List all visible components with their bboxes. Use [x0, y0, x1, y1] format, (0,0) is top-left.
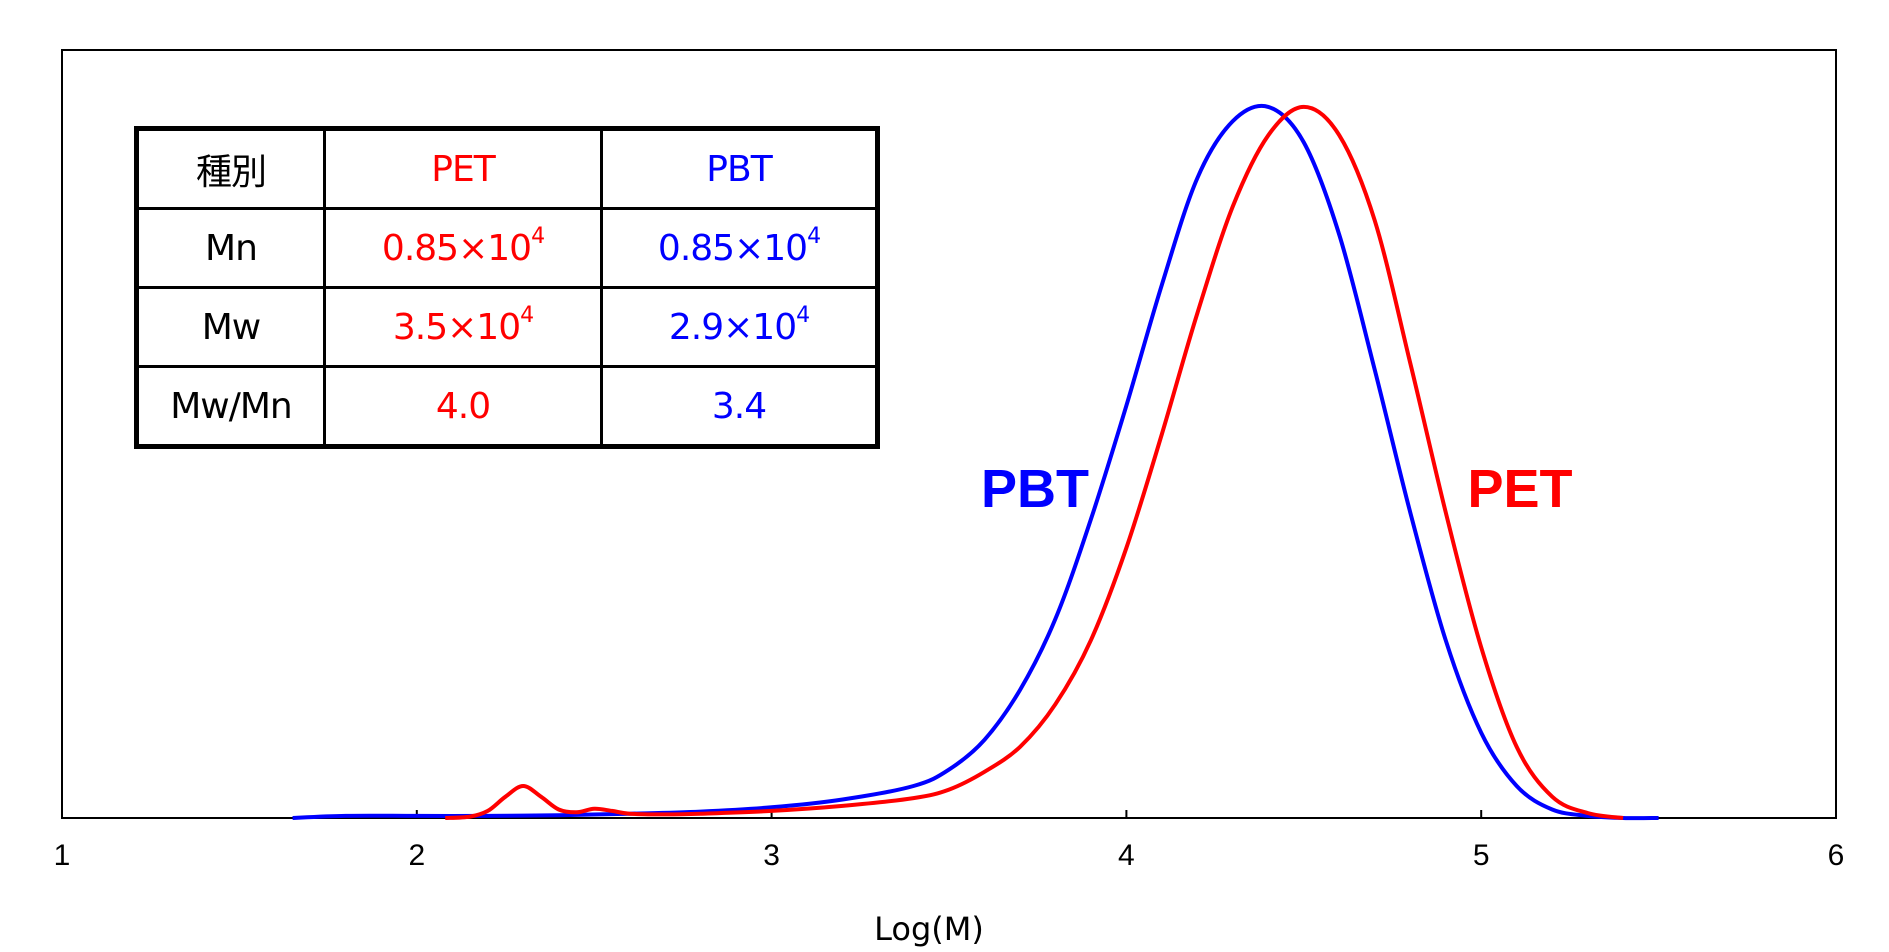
pet-curve-label: PET: [1467, 459, 1572, 519]
pbt-value: 0.85×104: [600, 207, 879, 289]
pbt-curve-label: PBT: [981, 459, 1089, 519]
x-tick-label: 2: [408, 839, 425, 872]
x-tick-label: 1: [54, 839, 71, 872]
pbt-value: 2.9×104: [600, 286, 879, 368]
row-label: Mw: [135, 286, 326, 368]
table-header-pbt: PBT: [600, 127, 879, 210]
table-row: Mn 0.85×104 0.85×104: [135, 207, 879, 289]
table-header-pet: PET: [323, 127, 603, 210]
pet-value: 0.85×104: [323, 207, 603, 289]
x-tick-label: 4: [1118, 839, 1135, 872]
pet-value: 3.5×104: [323, 286, 603, 368]
chart-series: [292, 103, 1659, 821]
pet-series-line: [445, 104, 1624, 820]
table-header-type: 種別: [135, 127, 326, 210]
x-axis-title: Log(M): [874, 910, 984, 948]
x-tick-label: 6: [1828, 839, 1845, 872]
table-row: Mw 3.5×104 2.9×104: [135, 286, 879, 368]
x-tick-label: 5: [1473, 839, 1490, 872]
x-axis-ticks: 1 2 3 4 5 6: [54, 810, 1845, 872]
table-row: Mw/Mn 4.0 3.4: [135, 365, 879, 448]
molecular-weight-table: 種別 PET PBT Mn 0.85×104 0.85×104 Mw 3.5×1…: [134, 126, 880, 449]
pbt-value: 3.4: [600, 365, 879, 448]
row-label: Mn: [135, 207, 326, 289]
table-header-row: 種別 PET PBT: [135, 127, 879, 210]
pet-value: 4.0: [323, 365, 603, 448]
row-label: Mw/Mn: [135, 365, 326, 448]
x-tick-label: 3: [763, 839, 780, 872]
